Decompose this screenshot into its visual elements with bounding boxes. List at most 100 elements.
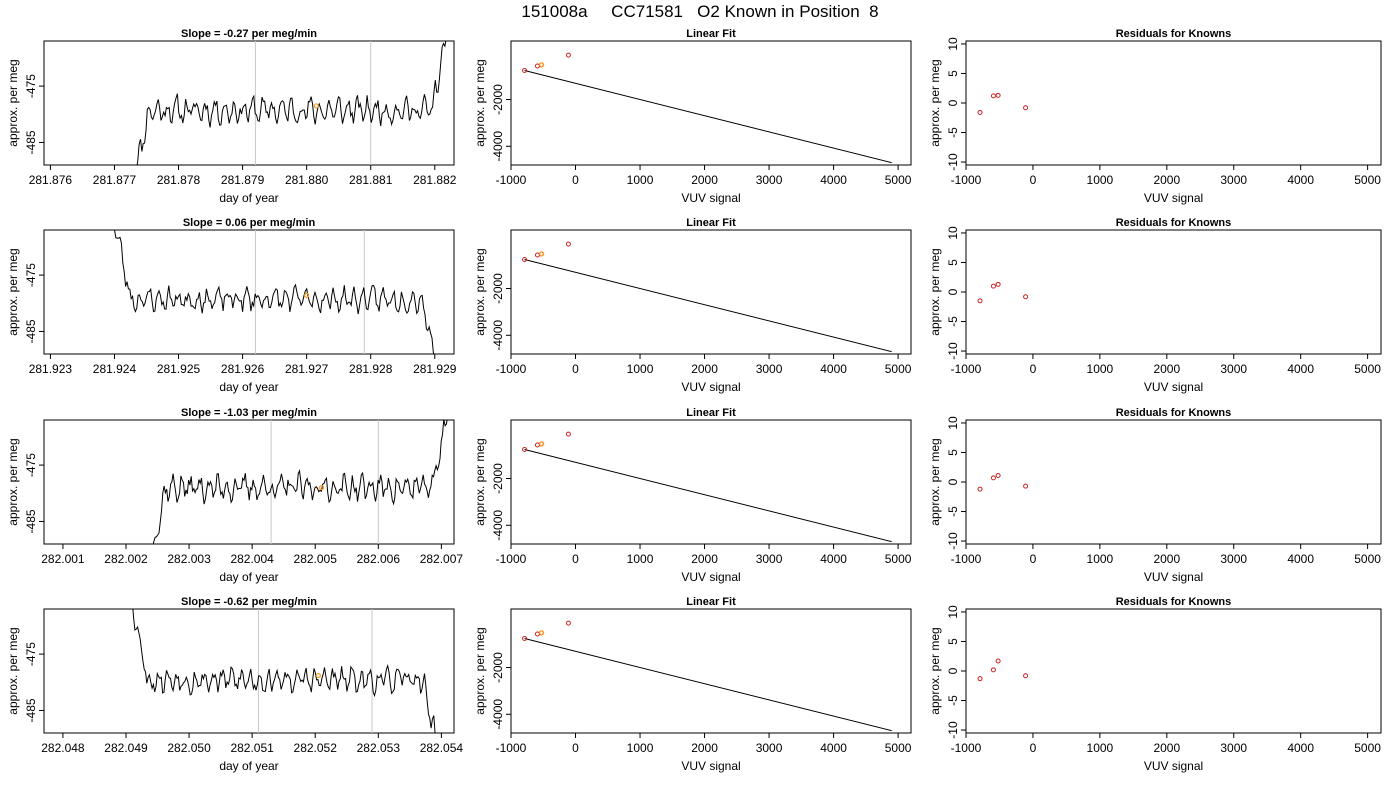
x-tick-label: 1000 (627, 173, 654, 187)
residuals-4: Residuals for Knowns -1000 0 1000 2000 3000 40… (928, 596, 1382, 773)
x-tick-label: 3000 (1220, 552, 1247, 566)
x-axis-label: VUV signal (1144, 759, 1203, 773)
x-tick-label: 2000 (1153, 552, 1180, 566)
x-tick-label: 0 (572, 741, 579, 755)
y-tick-label: 5 (946, 70, 960, 77)
y-tick-label: -10 (946, 721, 960, 739)
residuals-2: Residuals for Knowns -1000 0 1000 2000 3000 40… (928, 217, 1382, 394)
x-axis-label: VUV signal (681, 380, 740, 394)
x-tick-label: 4000 (820, 552, 847, 566)
y-tick-label: 0 (946, 288, 960, 295)
signal-trace (132, 609, 436, 733)
x-tick-label: 281.927 (285, 362, 329, 376)
x-tick-label: 281.877 (93, 173, 137, 187)
data-point (1023, 673, 1029, 679)
x-tick-label: 1000 (1087, 552, 1114, 566)
linear-fit-4: Linear Fit -1000 0 1000 2000 3000 4000 5000 -400… (473, 596, 912, 773)
y-tick-label: -5 (946, 127, 960, 138)
x-tick-label: 281.923 (29, 362, 73, 376)
y-tick-label: -475 (24, 74, 38, 98)
data-point (990, 283, 996, 289)
x-tick-label: 3000 (756, 173, 783, 187)
x-tick-label: 1000 (627, 741, 654, 755)
time-series-1: Slope = -0.27 per meg/min 281.876 281.877 2… (6, 28, 457, 205)
y-tick-label: -485 (24, 319, 38, 343)
highlight-point (539, 251, 545, 257)
plot-frame (510, 608, 912, 734)
x-tick-label: 282.053 (357, 741, 401, 755)
y-tick-label: 5 (946, 259, 960, 266)
panel-title: Residuals for Knowns (1116, 217, 1232, 229)
fit-line (524, 69, 892, 164)
x-tick-label: 281.879 (221, 173, 265, 187)
linear-fit-1: Linear Fit -1000 0 1000 2000 3000 4000 5000 -400… (473, 28, 912, 205)
y-tick-label: -5 (946, 695, 960, 706)
data-point (522, 67, 528, 73)
y-tick-label: 10 (946, 37, 960, 51)
x-tick-label: 2000 (691, 741, 718, 755)
signal-trace (136, 41, 447, 165)
residuals-3: Residuals for Knowns -1000 0 1000 2000 3000 40… (928, 407, 1382, 584)
panel-title: Slope = -0.27 per meg/min (181, 28, 317, 40)
y-tick-label: 10 (946, 226, 960, 240)
y-axis-label: approx. per meg (473, 59, 487, 146)
highlight-point (539, 630, 545, 636)
x-tick-label: 5000 (885, 173, 912, 187)
y-tick-label: -2000 (491, 463, 505, 494)
data-point (565, 241, 571, 247)
y-axis-label: approx. per meg (928, 248, 942, 335)
highlight-point (304, 292, 310, 298)
x-tick-label: -1000 (951, 173, 982, 187)
y-tick-label: 5 (946, 638, 960, 645)
y-tick-label: 10 (946, 416, 960, 430)
x-tick-label: 281.928 (349, 362, 393, 376)
x-tick-label: 2000 (1153, 362, 1180, 376)
x-tick-label: 1000 (627, 362, 654, 376)
x-tick-label: 282.006 (357, 552, 401, 566)
x-tick-label: -1000 (496, 362, 527, 376)
data-point (522, 256, 528, 262)
y-axis-label: approx. per meg (928, 59, 942, 146)
x-tick-label: 4000 (820, 362, 847, 376)
x-tick-label: 282.005 (294, 552, 338, 566)
data-point (995, 473, 1001, 479)
x-tick-label: 281.880 (285, 173, 329, 187)
x-tick-label: 4000 (1287, 741, 1314, 755)
panel-title: Residuals for Knowns (1116, 596, 1232, 608)
data-point (1023, 294, 1029, 300)
y-tick-label: -475 (24, 642, 38, 666)
x-tick-label: 282.007 (420, 552, 464, 566)
y-tick-label: -10 (946, 532, 960, 550)
data-point (995, 92, 1001, 98)
x-tick-label: 1000 (1087, 173, 1114, 187)
time-series-2: Slope = 0.06 per meg/min 281.923 281.924 28… (6, 217, 457, 394)
x-tick-label: 5000 (885, 741, 912, 755)
plot-frame (965, 419, 1382, 545)
data-point (995, 658, 1001, 664)
x-tick-label: 0 (572, 173, 579, 187)
x-tick-label: 5000 (1354, 362, 1381, 376)
x-tick-label: 5000 (885, 552, 912, 566)
signal-trace (152, 420, 448, 544)
y-tick-label: -4000 (491, 131, 505, 162)
highlight-point (313, 103, 319, 109)
fit-line (524, 448, 892, 543)
plot-frame (510, 40, 912, 166)
x-axis-label: day of year (219, 570, 278, 584)
x-tick-label: 282.048 (41, 741, 85, 755)
x-tick-label: 3000 (756, 741, 783, 755)
data-point (995, 281, 1001, 287)
page-title: 151008a CC71581 O2 Known in Position 8 (521, 2, 879, 21)
y-tick-label: -4000 (491, 510, 505, 541)
x-tick-label: -1000 (496, 552, 527, 566)
y-tick-label: 0 (946, 478, 960, 485)
x-tick-label: 281.882 (413, 173, 457, 187)
x-tick-label: 3000 (756, 552, 783, 566)
y-axis-label: approx. per meg (6, 627, 20, 714)
x-axis-label: day of year (219, 191, 278, 205)
data-point (1023, 483, 1029, 489)
x-tick-label: 282.054 (420, 741, 464, 755)
panel-title: Residuals for Knowns (1116, 28, 1232, 40)
x-tick-label: 1000 (1087, 362, 1114, 376)
plot-frame (43, 229, 455, 355)
